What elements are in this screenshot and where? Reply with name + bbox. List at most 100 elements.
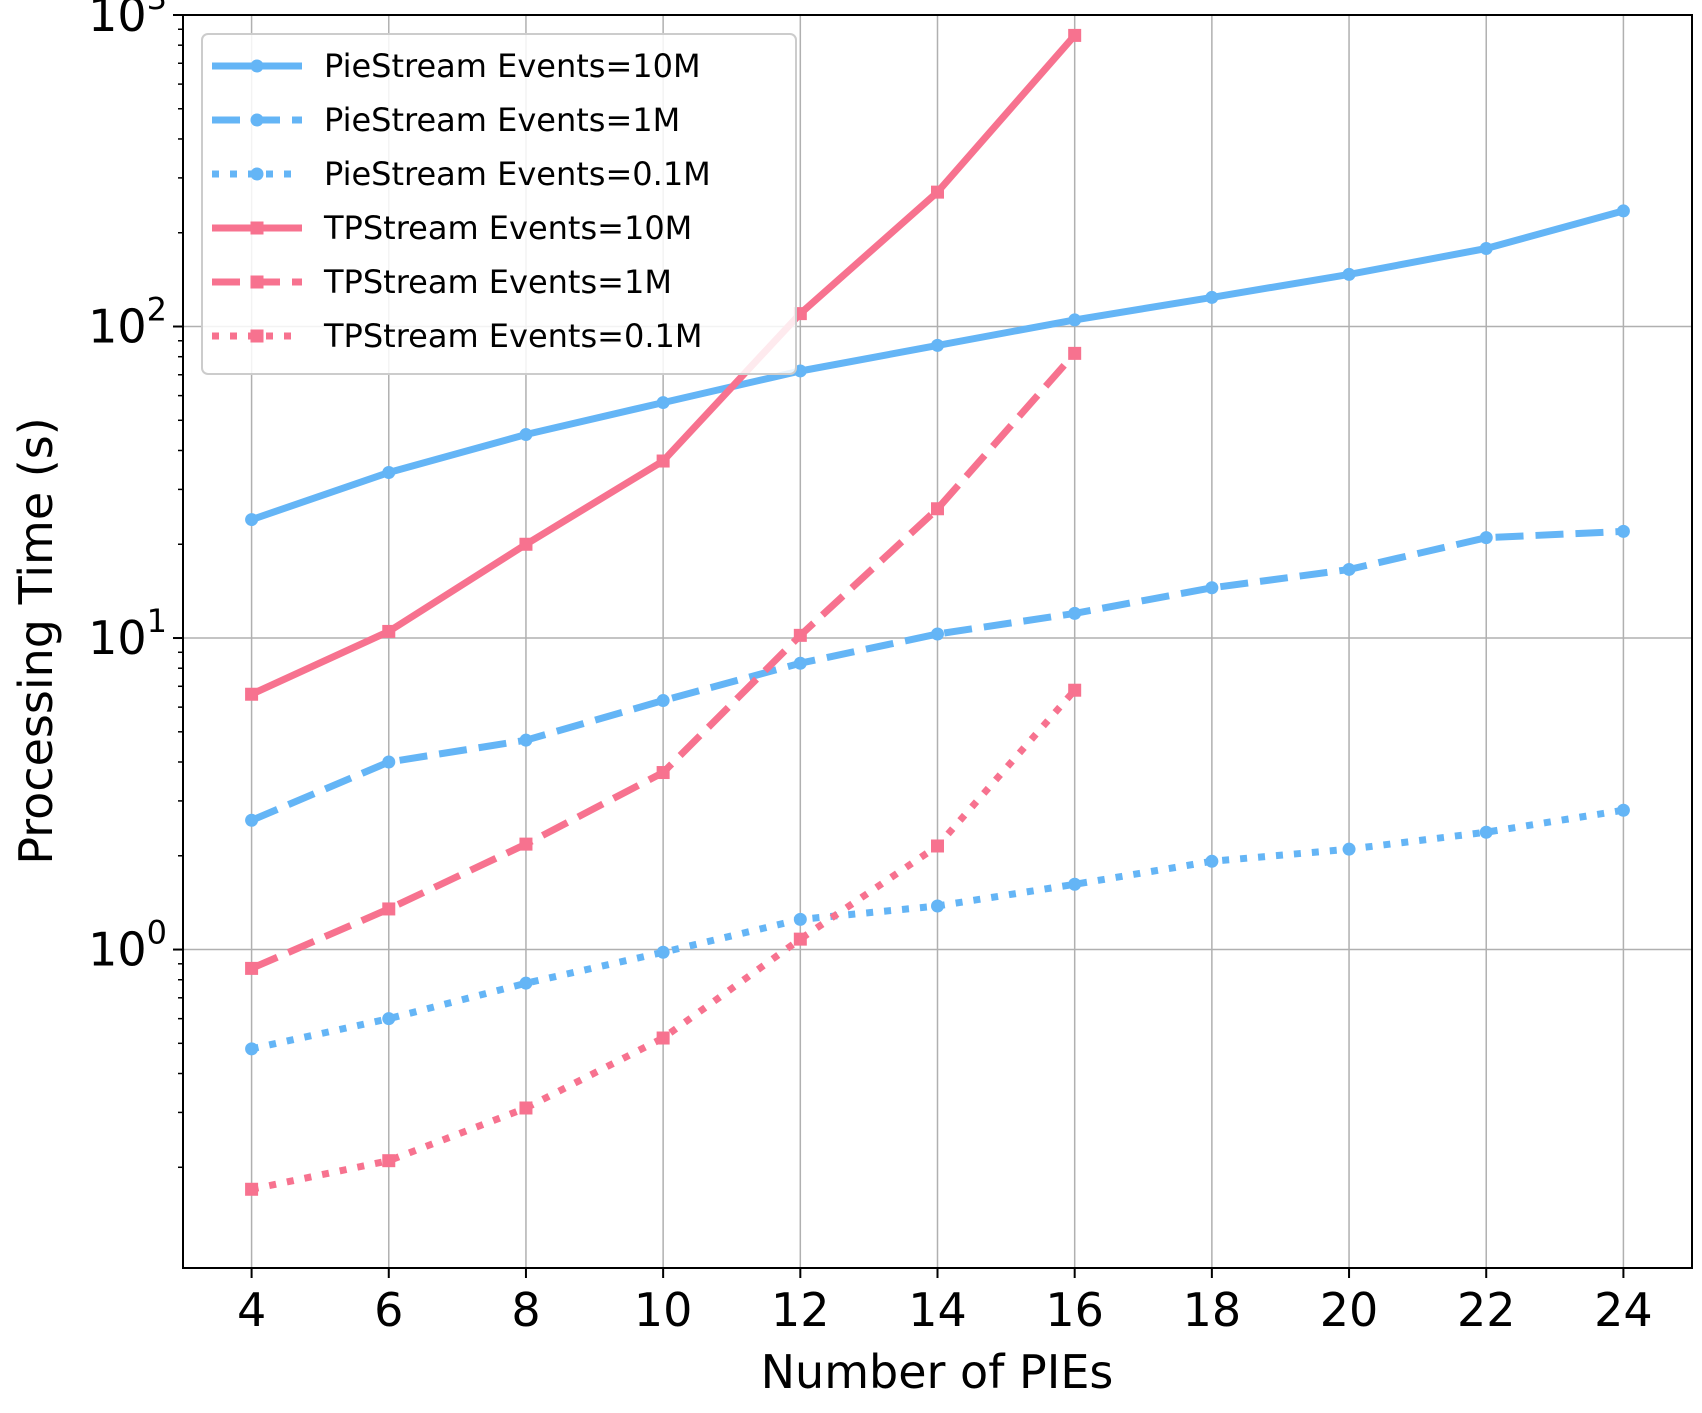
legend-item: PieStream Events=0.1M [212,155,711,193]
legend-box [201,33,797,375]
legend-label: TPStream Events=10M [323,209,692,247]
data-point [1068,606,1082,620]
series-2 [245,803,1630,1056]
data-point [245,961,259,975]
x-axis-label: Number of PIEs [761,1345,1114,1399]
data-point [1068,313,1082,327]
y-tick-base: 10 [88,611,147,665]
data-point [1616,524,1630,538]
x-tick-label: 20 [1320,1283,1379,1337]
series-0 [245,204,1630,527]
data-point [519,1101,533,1115]
x-tick-label: 14 [908,1283,967,1337]
data-point [245,513,259,527]
series-4 [245,346,1082,975]
legend-item: TPStream Events=0.1M [212,317,702,355]
data-point [1068,346,1082,360]
y-tick-exponent: 2 [147,291,167,329]
x-ticks: 4 6 8 10 12 14 16 18 20 22 24 [237,1268,1653,1337]
x-tick-label: 6 [374,1283,403,1337]
legend-swatch-marker [250,329,264,343]
series-5 [245,683,1082,1196]
x-tick-label: 16 [1045,1283,1104,1337]
series-line [250,806,1624,1053]
data-point [1616,803,1630,817]
legend-swatch-marker [250,113,264,127]
legend-label: PieStream Events=10M [324,47,701,85]
data-point [656,945,670,959]
y-ticks: 100101102103 [88,0,183,1169]
data-point [1342,842,1356,856]
data-point [519,733,533,747]
data-point [382,1154,396,1168]
data-point [656,454,670,468]
legend-item: PieStream Events=10M [212,47,701,85]
legend-item: PieStream Events=1M [212,101,680,139]
data-point [245,1182,259,1196]
series-1 [245,524,1630,827]
data-point [931,899,944,913]
data-point [931,839,944,853]
x-tick-label: 12 [771,1283,830,1337]
data-point [245,1042,259,1056]
data-point [656,1031,670,1045]
data-point [382,1012,396,1026]
data-point [245,813,259,827]
data-point [793,932,807,946]
x-tick-label: 22 [1457,1283,1516,1337]
y-tick-exponent: 1 [147,602,167,640]
data-point [1479,242,1493,256]
data-point [931,627,944,641]
data-point [656,396,670,410]
y-tick-base: 10 [88,0,147,42]
data-point [931,338,944,352]
y-tick-label: 103 [88,0,167,42]
x-tick-label: 10 [634,1283,693,1337]
y-tick-exponent: 0 [147,914,167,952]
data-point [1068,28,1082,42]
legend: PieStream Events=10M PieStream Events=1M P… [201,33,797,375]
data-point [1205,854,1219,868]
data-point [1479,531,1493,545]
legend-item: TPStream Events=10M [212,209,692,247]
data-point [656,694,670,708]
data-point [793,656,807,670]
data-point [793,307,807,321]
data-point [382,465,396,479]
data-point [519,537,533,551]
data-point [656,766,670,780]
data-point [1479,825,1493,839]
data-point [382,624,396,638]
data-point [245,687,259,701]
series-line [250,527,1624,824]
data-point [1068,877,1082,891]
y-tick-label: 100 [88,914,167,977]
data-point [1616,204,1630,218]
legend-label: PieStream Events=1M [324,101,680,139]
legend-swatch-marker [250,275,264,289]
data-point [793,912,807,926]
data-point [1068,683,1082,697]
y-axis-label: Processing Time (s) [9,417,63,864]
data-point [793,364,807,378]
y-tick-base: 10 [88,923,147,977]
legend-label: PieStream Events=0.1M [324,155,711,193]
data-point [519,976,533,990]
y-tick-label: 101 [88,602,167,665]
data-point [793,628,807,642]
series-layer [245,28,1630,1196]
data-point [931,185,944,199]
x-tick-label: 18 [1183,1283,1242,1337]
legend-label: TPStream Events=1M [323,263,672,301]
data-point [1342,562,1356,576]
y-tick-exponent: 3 [147,0,167,17]
data-point [382,902,396,916]
data-point [931,502,944,516]
data-point [382,755,396,769]
data-point [1205,581,1219,595]
legend-swatch-marker [250,59,264,73]
x-tick-label: 24 [1594,1283,1653,1337]
legend-swatch-marker [250,221,264,235]
y-tick-label: 102 [88,291,167,354]
data-point [1205,290,1219,304]
